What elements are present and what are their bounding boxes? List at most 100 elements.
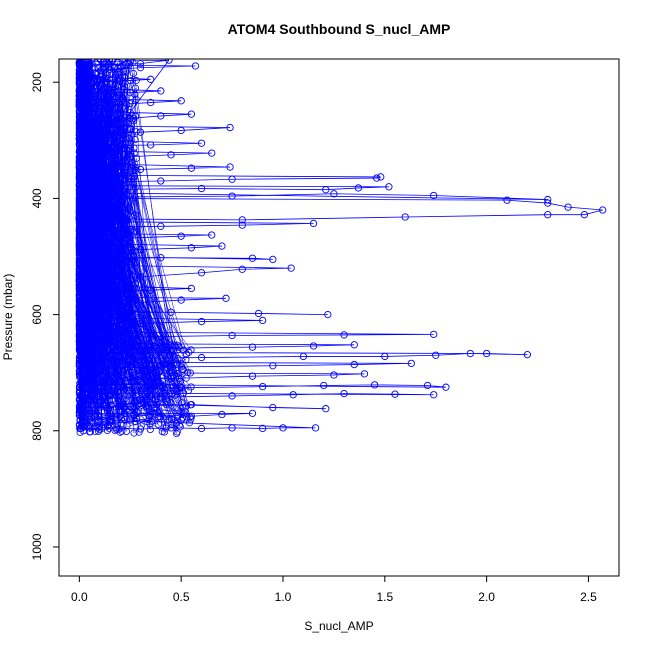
- data-point: [87, 338, 95, 346]
- data-point: [75, 206, 83, 214]
- data-point: [91, 96, 99, 104]
- data-point: [442, 383, 450, 391]
- data-point: [385, 183, 393, 191]
- data-point: [81, 385, 90, 393]
- data-point: [126, 114, 134, 122]
- data-point: [182, 402, 191, 410]
- y-tick-label: 400: [30, 188, 44, 208]
- data-point: [154, 420, 162, 428]
- data-point: [133, 397, 141, 405]
- data-point: [85, 89, 93, 98]
- data-point: [146, 286, 155, 294]
- data-point: [125, 383, 133, 391]
- data-point: [187, 284, 196, 293]
- data-point: [174, 370, 182, 378]
- data-point: [228, 331, 236, 340]
- data-point: [167, 151, 175, 159]
- data-point: [119, 233, 127, 241]
- data-point: [102, 135, 111, 143]
- data-point: [93, 324, 101, 333]
- data-point: [125, 229, 133, 237]
- data-point: [78, 354, 86, 362]
- data-point: [132, 95, 140, 103]
- data-point: [85, 276, 94, 284]
- data-point: [149, 400, 157, 409]
- data-point: [116, 100, 124, 108]
- data-point: [118, 408, 126, 416]
- data-point: [98, 377, 106, 385]
- data-point: [131, 279, 140, 287]
- data-point: [86, 215, 94, 223]
- data-point: [100, 232, 108, 240]
- data-point: [178, 399, 186, 407]
- data-point: [114, 81, 122, 90]
- data-point: [113, 373, 121, 381]
- data-point: [114, 372, 122, 380]
- data-point: [103, 369, 111, 377]
- data-point: [85, 424, 94, 432]
- data-point: [96, 316, 104, 324]
- data-point: [228, 392, 236, 400]
- data-point: [131, 193, 139, 202]
- x-tick-label: 0.5: [173, 590, 190, 604]
- data-point: [115, 425, 123, 433]
- data-point: [222, 294, 230, 302]
- data-point: [104, 332, 112, 341]
- data-point: [122, 216, 130, 224]
- data-point: [154, 379, 162, 387]
- data-point: [112, 116, 120, 124]
- data-point: [118, 159, 126, 167]
- data-point: [167, 415, 176, 423]
- data-point: [83, 83, 91, 91]
- data-point: [103, 78, 111, 86]
- data-point: [76, 239, 84, 248]
- data-point: [126, 363, 134, 371]
- data-point: [126, 269, 134, 278]
- data-point: [95, 250, 103, 258]
- data-point: [120, 225, 129, 233]
- data-point: [75, 60, 83, 68]
- data-point: [94, 178, 102, 187]
- data-point: [80, 317, 89, 325]
- data-point: [162, 424, 170, 432]
- data-point: [430, 191, 438, 200]
- data-point: [79, 309, 88, 318]
- data-point: [131, 90, 139, 99]
- data-point: [104, 295, 112, 303]
- data-point: [96, 339, 104, 348]
- data-point: [120, 316, 129, 324]
- data-point: [92, 178, 100, 187]
- data-point: [126, 234, 134, 242]
- data-point: [79, 364, 88, 372]
- data-point: [330, 371, 338, 379]
- data-point: [92, 104, 101, 112]
- data-point: [93, 393, 101, 401]
- data-point: [116, 114, 124, 122]
- data-point: [93, 165, 101, 174]
- data-point: [248, 372, 257, 380]
- data-point: [197, 317, 206, 326]
- data-point: [178, 414, 187, 422]
- data-point: [79, 403, 88, 412]
- data-point: [182, 356, 190, 364]
- data-point: [116, 74, 124, 82]
- data-point: [137, 342, 145, 350]
- data-point: [118, 334, 126, 342]
- data-point: [108, 244, 116, 253]
- data-point: [322, 186, 330, 194]
- data-point: [95, 197, 104, 205]
- data-point: [97, 152, 105, 160]
- data-point: [112, 93, 120, 102]
- data-point: [85, 348, 94, 357]
- series-segment: [119, 59, 170, 127]
- y-axis-label: Pressure (mbar): [1, 274, 15, 361]
- data-point: [156, 389, 164, 397]
- data-point: [146, 75, 155, 83]
- data-point: [97, 142, 105, 150]
- data-point: [125, 144, 134, 153]
- data-point: [89, 358, 98, 366]
- data-point: [91, 103, 99, 111]
- data-point: [93, 401, 101, 409]
- data-point: [197, 139, 206, 147]
- data-point: [146, 141, 155, 149]
